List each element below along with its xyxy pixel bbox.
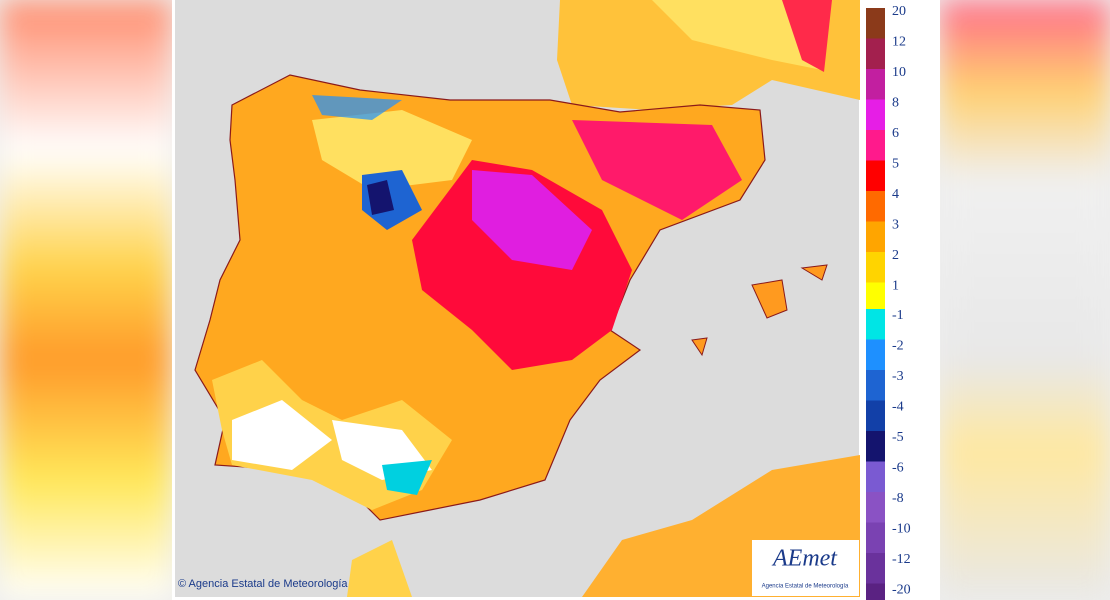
legend-swatch (866, 400, 885, 431)
hottest (472, 170, 592, 270)
cold-north (312, 95, 402, 120)
legend-swatch (866, 252, 885, 283)
legend-swatch (866, 522, 885, 553)
legend-swatch (866, 8, 885, 39)
legend-label: 10 (892, 65, 906, 80)
legend-label: 12 (892, 35, 906, 50)
hot-north (572, 120, 742, 220)
logo: AEmet (771, 546, 838, 572)
legend-label: 8 (892, 96, 899, 111)
logo-box (752, 540, 859, 596)
copyright: © Agencia Estatal de Meteorología (178, 578, 348, 590)
legend-swatch (866, 221, 885, 252)
cold-south (382, 460, 432, 495)
legend-label: 6 (892, 126, 899, 141)
legend-swatch (866, 282, 885, 313)
legend-swatch (866, 431, 885, 462)
legend-swatch (866, 160, 885, 191)
legend-swatch (866, 69, 885, 100)
legend-label: -3 (892, 369, 904, 384)
legend-label: -5 (892, 430, 904, 445)
legend-label: -2 (892, 339, 904, 354)
legend-swatch (866, 461, 885, 492)
blurred-left (0, 0, 172, 600)
legend-swatch (866, 309, 885, 340)
legend-swatch (866, 553, 885, 584)
france-hot (782, 0, 832, 72)
legend-label: -4 (892, 400, 904, 415)
cold-core (367, 180, 394, 215)
legend-swatch (866, 370, 885, 401)
legend-label: -20 (892, 583, 911, 598)
legend-label: 20 (892, 4, 906, 19)
legend: 20 12 10 8 6 5 4 3 2 1 -1 -2 -3 -4 -5 -6 -8 -10 -12 -20 (866, 4, 911, 600)
legend-swatch (866, 339, 885, 370)
legend-label: -6 (892, 461, 904, 476)
balearics (691, 264, 828, 357)
legend-swatch (866, 99, 885, 130)
legend-label: 4 (892, 187, 899, 202)
legend-label: 2 (892, 248, 899, 263)
legend-swatch (866, 492, 885, 523)
map: AEmet Agencia Estatal de Meteorología © … (172, 0, 940, 600)
white-area (232, 400, 332, 470)
france-light (652, 0, 822, 70)
hot-center (412, 160, 632, 370)
legend-label: -1 (892, 308, 904, 323)
legend-label: 3 (892, 218, 899, 233)
legend-label: 1 (892, 279, 899, 294)
north-yellow (312, 110, 472, 190)
legend-swatch (866, 191, 885, 222)
blurred-right (940, 0, 1110, 600)
africa-west (347, 540, 412, 597)
legend-label: -12 (892, 552, 911, 567)
legend-label: 5 (892, 157, 899, 172)
legend-swatch (866, 583, 885, 600)
legend-label: -8 (892, 491, 904, 506)
logo-subtitle: Agencia Estatal de Meteorología (762, 584, 849, 590)
legend-swatch (866, 38, 885, 69)
legend-label: -10 (892, 522, 911, 537)
legend-swatch (866, 130, 885, 161)
